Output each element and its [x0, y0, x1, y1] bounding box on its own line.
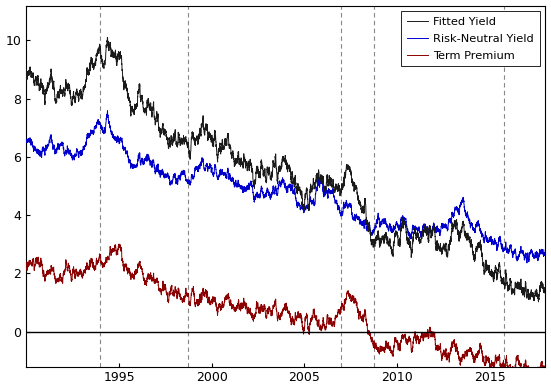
- Legend: Fitted Yield, Risk-Neutral Yield, Term Premium: Fitted Yield, Risk-Neutral Yield, Term P…: [402, 11, 540, 66]
- Line: Term Premium: Term Premium: [26, 244, 545, 377]
- Line: Risk-Neutral Yield: Risk-Neutral Yield: [26, 111, 545, 263]
- Line: Fitted Yield: Fitted Yield: [26, 37, 545, 302]
